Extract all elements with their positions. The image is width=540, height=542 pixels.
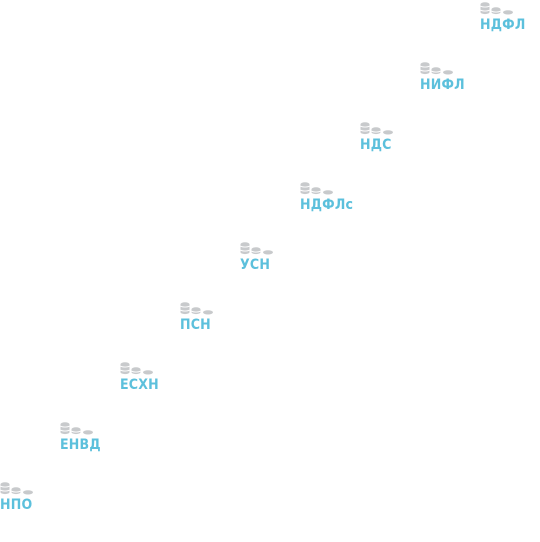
tax-link-nifl[interactable]: НИФЛ xyxy=(420,62,465,93)
coins-icon xyxy=(60,422,96,435)
tax-label: ЕСХН xyxy=(120,377,159,393)
coins-icon xyxy=(120,362,156,375)
coins-icon xyxy=(480,2,516,15)
coins-icon xyxy=(300,182,336,195)
tax-label: ЕНВД xyxy=(60,437,101,453)
tax-link-psn[interactable]: ПСН xyxy=(180,302,216,333)
tax-label: НПО xyxy=(0,497,33,513)
coins-icon xyxy=(360,122,396,135)
tax-link-npo[interactable]: НПО xyxy=(0,482,36,513)
coins-icon xyxy=(0,482,36,495)
tax-label: НИФЛ xyxy=(420,77,465,93)
tax-label: ПСН xyxy=(180,317,211,333)
tax-link-nds[interactable]: НДС xyxy=(360,122,396,153)
tax-link-ndfls[interactable]: НДФЛс xyxy=(300,182,353,213)
tax-link-envd[interactable]: ЕНВД xyxy=(60,422,101,453)
tax-link-ndfl[interactable]: НДФЛ xyxy=(480,2,526,33)
tax-link-eshn[interactable]: ЕСХН xyxy=(120,362,159,393)
tax-label: УСН xyxy=(240,257,271,273)
coins-icon xyxy=(240,242,276,255)
coins-icon xyxy=(420,62,456,75)
tax-link-usn[interactable]: УСН xyxy=(240,242,276,273)
tax-label: НДФЛс xyxy=(300,197,354,213)
tax-label: НДС xyxy=(360,137,392,153)
coins-icon xyxy=(180,302,216,315)
tax-label: НДФЛ xyxy=(480,17,526,33)
